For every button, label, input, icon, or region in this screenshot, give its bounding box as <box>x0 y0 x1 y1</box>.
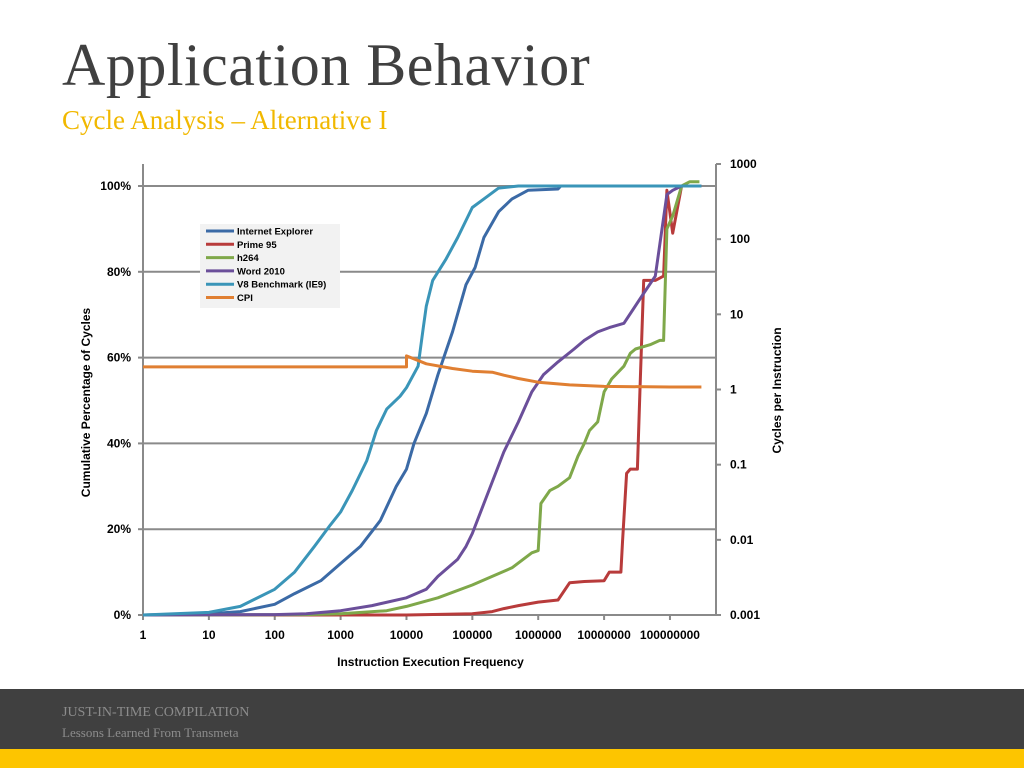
x-tick-label: 10 <box>202 628 216 642</box>
slide-title: Application Behavior <box>62 32 591 98</box>
x-tick-label: 10000000 <box>577 628 631 642</box>
y-tick-label: 20% <box>107 522 131 536</box>
footer-title: JUST-IN-TIME COMPILATION <box>62 705 250 720</box>
footer-accent-band <box>0 749 1024 768</box>
y2-tick-label: 1 <box>730 383 737 397</box>
x-tick-label: 10000 <box>390 628 424 642</box>
y-tick-label: 100% <box>100 179 131 193</box>
footer: JUST-IN-TIME COMPILATION Lessons Learned… <box>0 689 1024 749</box>
legend-label: CPI <box>237 293 253 304</box>
x-tick-label: 100 <box>265 628 285 642</box>
series-line-prime-95 <box>143 184 702 617</box>
legend-label: Internet Explorer <box>237 227 313 238</box>
series-line-h264 <box>142 180 700 617</box>
y2-tick-label: 0.01 <box>730 533 754 547</box>
y-axis-title: Cumulative Percentage of Cycles <box>79 307 93 497</box>
y2-tick-label: 0.001 <box>730 608 760 622</box>
x-tick-label: 1000000 <box>515 628 562 642</box>
legend-label: V8 Benchmark (IE9) <box>237 280 326 291</box>
x-axis-title: Instruction Execution Frequency <box>337 655 524 669</box>
legend-label: h264 <box>237 253 259 264</box>
footer-subtitle: Lessons Learned From Transmeta <box>62 725 239 740</box>
y-tick-label: 0% <box>114 608 132 622</box>
legend-label: Word 2010 <box>237 266 285 277</box>
series-line-internet-explorer <box>142 184 702 617</box>
y-tick-label: 80% <box>107 265 131 279</box>
y-tick-label: 40% <box>107 436 131 450</box>
chart: 0% 20% 40% 60% 80% 100% 0.001 0.01 0.1 1 10 100 1000… <box>79 157 784 669</box>
y2-tick-label: 100 <box>730 232 750 246</box>
series-line-word-2010 <box>142 184 702 617</box>
y2-axis-title: Cycles per Instruction <box>770 327 784 453</box>
series-line-cpi <box>143 354 702 389</box>
x-tick-label: 1 <box>140 628 147 642</box>
legend-label: Prime 95 <box>237 240 277 251</box>
y2-tick-label: 0.1 <box>730 458 747 472</box>
x-tick-label: 100000000 <box>640 628 700 642</box>
y-tick-label: 60% <box>107 351 131 365</box>
x-tick-label: 100000 <box>452 628 492 642</box>
slide-subtitle: Cycle Analysis – Alternative I <box>62 105 388 135</box>
series-line-v8-benchmark-ie9 <box>142 184 702 617</box>
y2-tick-label: 1000 <box>730 157 757 171</box>
legend-box <box>200 224 340 308</box>
x-tick-label: 1000 <box>327 628 354 642</box>
y2-tick-label: 10 <box>730 307 744 321</box>
